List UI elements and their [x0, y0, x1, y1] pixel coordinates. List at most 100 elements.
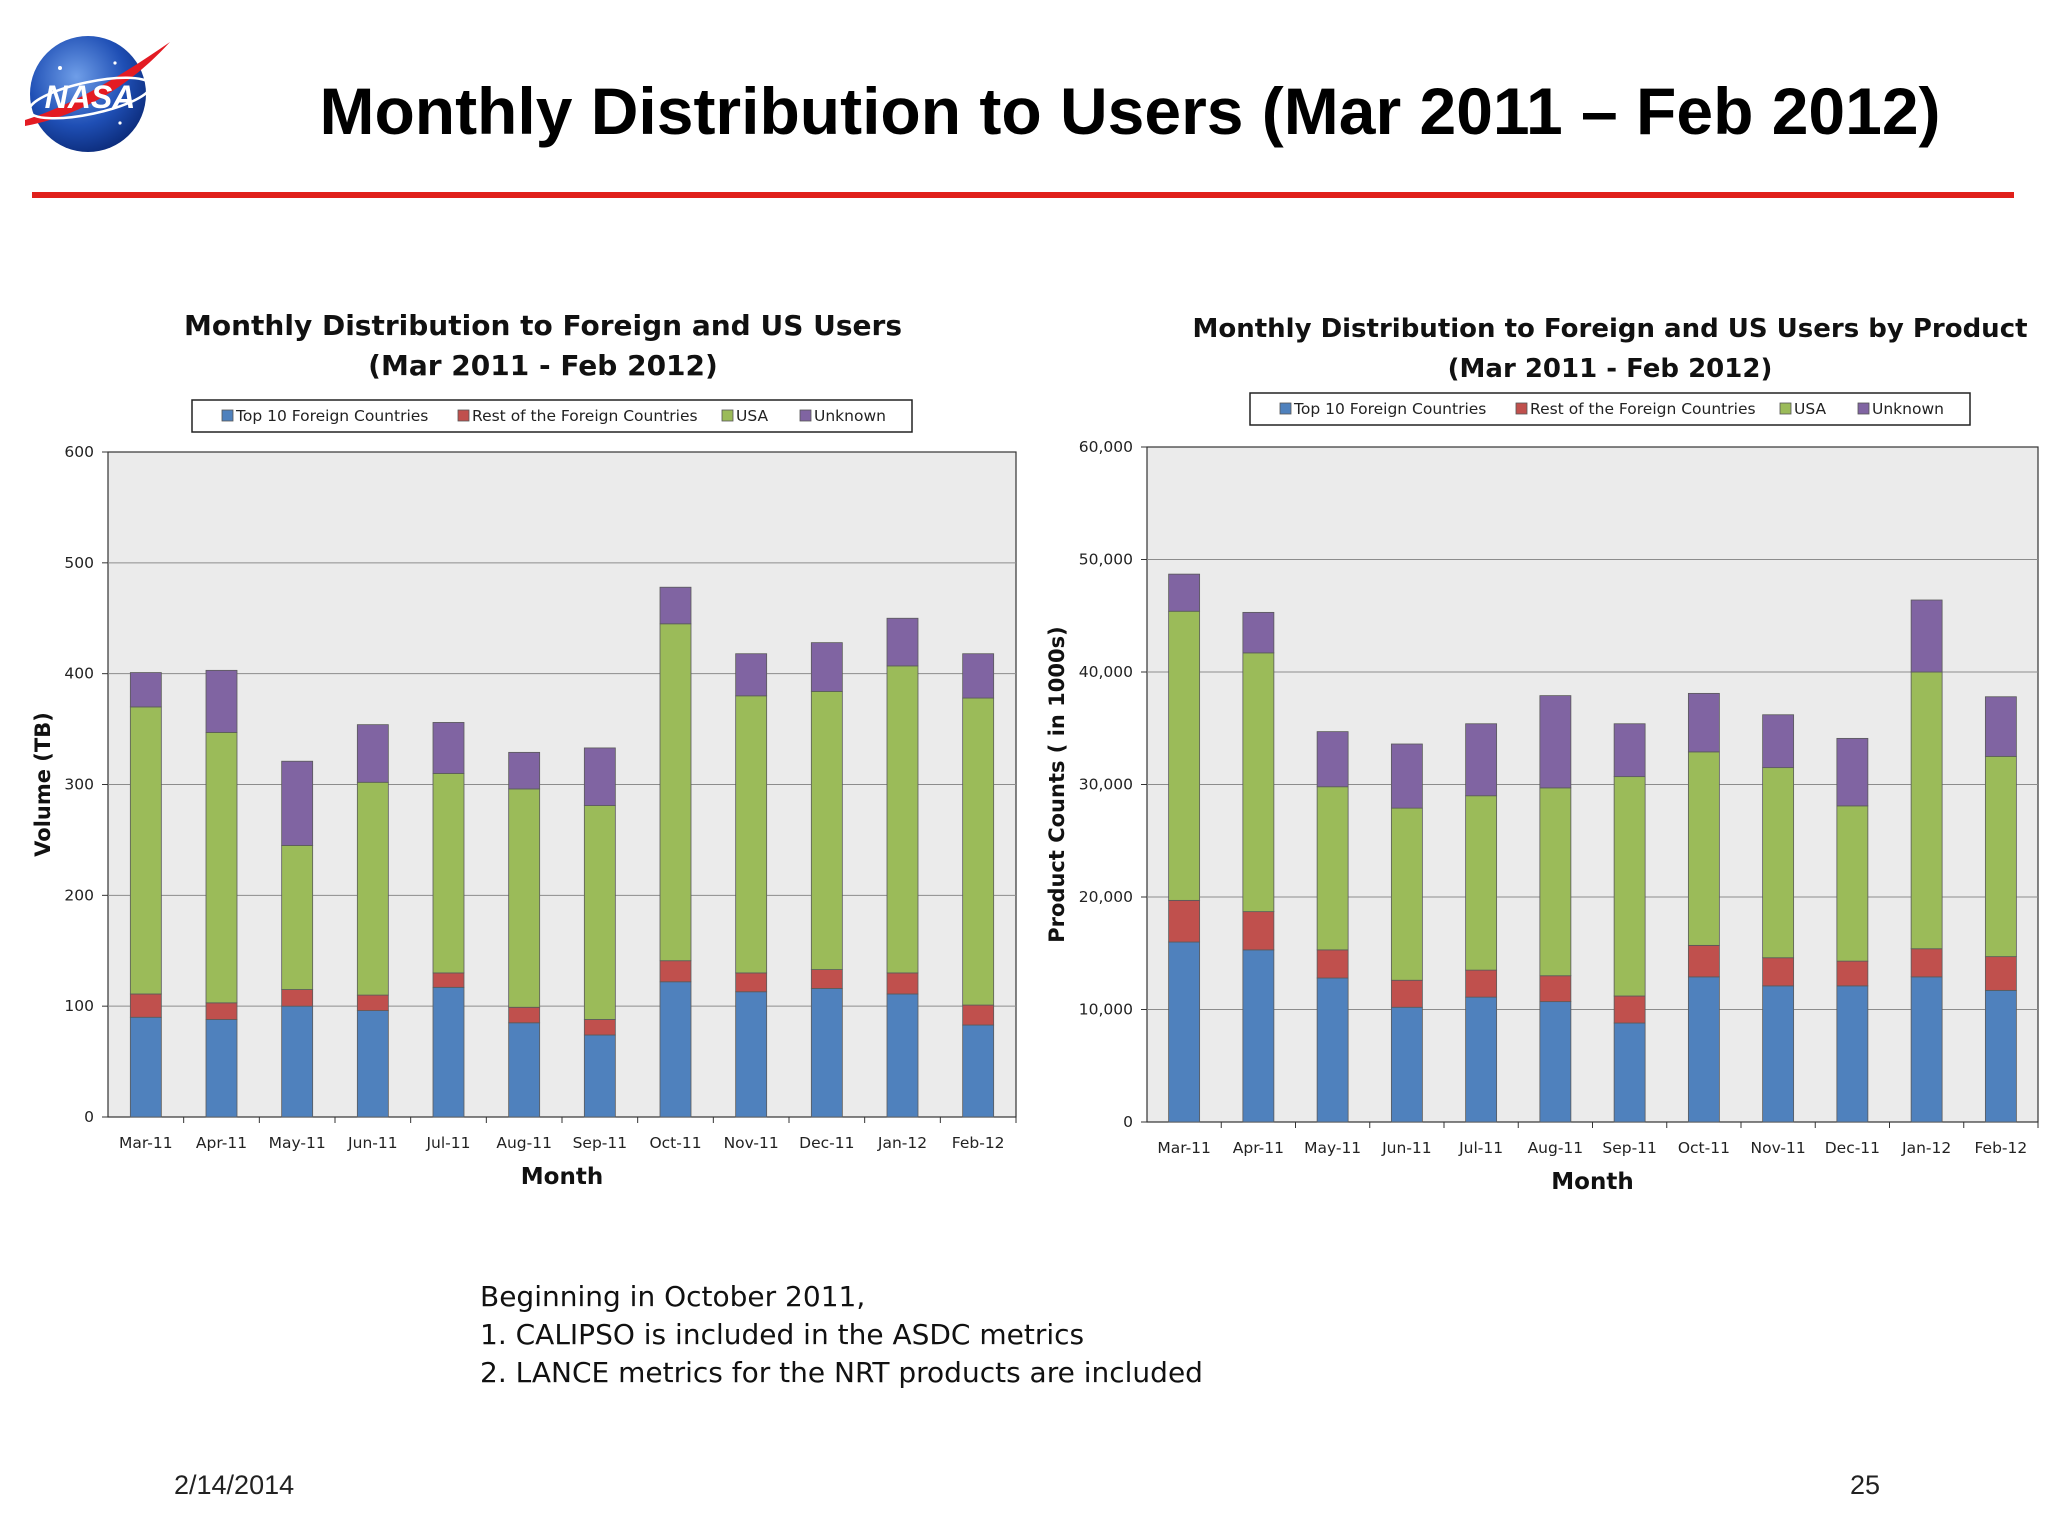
chart-title-line-1: Monthly Distribution to Foreign and US U… — [1192, 314, 2027, 344]
y-tick-label: 500 — [64, 554, 94, 572]
bar-segment-3 — [1762, 767, 1795, 959]
x-tick-label: Jan-12 — [877, 1134, 927, 1152]
bar-segment-3 — [1687, 751, 1720, 946]
bar-segment-1 — [508, 1022, 541, 1118]
bar-segment-3 — [1539, 787, 1572, 977]
bar-segment-1 — [810, 988, 843, 1118]
x-tick-label: Dec-11 — [799, 1134, 854, 1152]
bar-segment-1 — [1242, 949, 1275, 1123]
x-tick-label: May-11 — [269, 1134, 326, 1152]
x-axis-label: Month — [1551, 1169, 1633, 1195]
note-line-2: 1. CALIPSO is included in the ASDC metri… — [480, 1318, 1085, 1351]
bar-segment-1 — [583, 1034, 616, 1118]
x-tick-label: Oct-11 — [649, 1134, 701, 1152]
bar-segment-3 — [281, 845, 314, 990]
bar-segment-1 — [735, 991, 768, 1118]
nasa-logo: NASA — [25, 36, 170, 152]
bar-segment-4 — [1836, 737, 1869, 807]
y-tick-label: 0 — [1123, 1113, 1133, 1131]
x-tick-label: Mar-11 — [1157, 1139, 1211, 1157]
bar-segment-2 — [1984, 956, 2017, 991]
bar-segment-4 — [281, 760, 314, 846]
bar-segment-4 — [583, 747, 616, 806]
y-tick-label: 200 — [64, 886, 94, 904]
bar-segment-2 — [1687, 944, 1720, 978]
bar-segment-3 — [1984, 755, 2017, 958]
bar-segment-2 — [1168, 899, 1201, 943]
bar-segment-3 — [205, 732, 238, 1004]
legend-swatch-1 — [1279, 402, 1292, 415]
bar-segment-1 — [1984, 989, 2017, 1123]
legend-label-2: Rest of the Foreign Countries — [472, 407, 698, 425]
x-tick-label: Nov-11 — [1751, 1139, 1806, 1157]
x-tick-label: Mar-11 — [119, 1134, 173, 1152]
bar-segment-4 — [1613, 723, 1646, 778]
bar-segment-3 — [962, 697, 995, 1006]
bar-segment-3 — [1390, 807, 1423, 981]
bar-segment-2 — [1465, 969, 1498, 998]
legend-swatch-4 — [799, 409, 812, 422]
bar-segment-4 — [508, 751, 541, 790]
legend-label-4: Unknown — [1872, 400, 1944, 418]
legend-swatch-3 — [1779, 402, 1792, 415]
legend-label-4: Unknown — [814, 407, 886, 425]
chart-title-line-2: (Mar 2011 - Feb 2012) — [1448, 354, 1773, 384]
y-tick-label: 30,000 — [1079, 776, 1133, 794]
bar-segment-1 — [1539, 1001, 1572, 1123]
legend-swatch-1 — [221, 409, 234, 422]
bar-segment-1 — [962, 1024, 995, 1118]
bar-segment-2 — [1316, 949, 1349, 979]
page-number: 25 — [1850, 1470, 1881, 1500]
bar-segment-2 — [1836, 960, 1869, 987]
bar-segment-2 — [1242, 911, 1275, 951]
legend-label-2: Rest of the Foreign Countries — [1530, 400, 1756, 418]
bar-segment-1 — [281, 1005, 314, 1118]
bar-segment-3 — [659, 623, 692, 962]
bar-segment-4 — [659, 586, 692, 625]
bar-segment-4 — [1465, 723, 1498, 797]
y-tick-label: 400 — [64, 665, 94, 683]
bar-segment-4 — [1984, 696, 2017, 757]
bar-segment-3 — [886, 665, 919, 974]
legend-swatch-4 — [1857, 402, 1870, 415]
y-tick-label: 20,000 — [1079, 888, 1133, 906]
x-tick-label: Jul-11 — [425, 1134, 470, 1152]
bar-segment-2 — [1613, 995, 1646, 1024]
x-tick-label: Jul-11 — [1458, 1139, 1503, 1157]
bar-segment-1 — [1687, 976, 1720, 1123]
note-line-3: 2. LANCE metrics for the NRT products ar… — [480, 1356, 1203, 1389]
bar-segment-2 — [1539, 975, 1572, 1003]
title-rule — [32, 192, 2014, 198]
y-tick-label: 300 — [64, 776, 94, 794]
bar-segment-4 — [205, 669, 238, 733]
x-tick-label: Feb-12 — [1974, 1139, 2027, 1157]
x-tick-label: Jun-11 — [1381, 1139, 1432, 1157]
legend-box — [1249, 392, 1971, 426]
x-axis-label: Month — [521, 1164, 603, 1190]
x-tick-label: Feb-12 — [952, 1134, 1005, 1152]
legend-label-1: Top 10 Foreign Countries — [1293, 400, 1486, 418]
bar-segment-4 — [1316, 731, 1349, 788]
bar-segment-4 — [962, 653, 995, 699]
y-tick-label: 100 — [64, 997, 94, 1015]
slide-title: Monthly Distribution to Users (Mar 2011 … — [319, 74, 1941, 148]
bar-segment-2 — [1762, 957, 1795, 987]
bar-segment-4 — [1390, 743, 1423, 809]
x-tick-label: Oct-11 — [1678, 1139, 1730, 1157]
bar-segment-3 — [1465, 795, 1498, 971]
bar-segment-3 — [1168, 610, 1201, 901]
note-line-1: Beginning in October 2011, — [480, 1280, 866, 1313]
x-tick-label: Apr-11 — [196, 1134, 247, 1152]
legend-swatch-2 — [457, 409, 470, 422]
x-tick-label: Sep-11 — [573, 1134, 628, 1152]
bar-segment-1 — [205, 1019, 238, 1118]
bar-segment-4 — [1539, 695, 1572, 789]
bar-segment-4 — [1168, 573, 1201, 612]
bar-segment-1 — [356, 1010, 389, 1118]
y-tick-label: 40,000 — [1079, 663, 1133, 681]
bar-segment-3 — [1242, 652, 1275, 913]
y-tick-label: 50,000 — [1079, 551, 1133, 569]
legend-label-3: USA — [736, 407, 768, 425]
legend-swatch-2 — [1515, 402, 1528, 415]
